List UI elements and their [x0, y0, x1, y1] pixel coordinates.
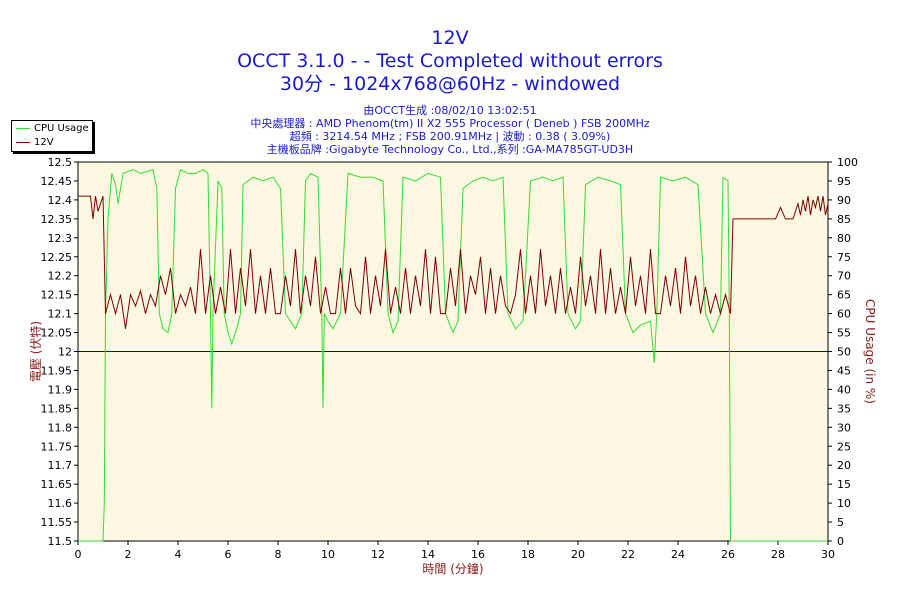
x-tick-label: 6 — [225, 548, 232, 561]
legend-item-12v: 12V — [12, 136, 92, 149]
x-tick-label: 24 — [671, 548, 685, 561]
legend-swatch-cpu-usage — [16, 128, 30, 129]
y-left-tick-label: 11.8 — [48, 421, 73, 434]
y-left-tick-label: 11.6 — [48, 497, 73, 510]
x-tick-label: 28 — [771, 548, 785, 561]
y-left-tick-label: 11.7 — [48, 459, 73, 472]
legend-label-cpu-usage: CPU Usage — [34, 123, 89, 134]
y-right-tick-label: 5 — [837, 516, 844, 529]
x-tick-label: 4 — [175, 548, 182, 561]
y-left-tick-label: 12.45 — [41, 175, 73, 188]
y-right-tick-label: 25 — [837, 440, 851, 453]
y-right-tick-label: 60 — [837, 308, 851, 321]
chart-title: 12V — [431, 27, 469, 49]
y-left-tick-label: 12 — [58, 346, 72, 359]
x-tick-label: 30 — [821, 548, 835, 561]
x-tick-label: 26 — [721, 548, 735, 561]
x-tick-label: 14 — [421, 548, 435, 561]
x-tick-label: 18 — [521, 548, 535, 561]
y-left-tick-label: 11.85 — [41, 402, 73, 415]
y-left-tick-label: 12.25 — [41, 251, 73, 264]
chart-test-settings: 30分 - 1024x768@60Hz - windowed — [279, 73, 621, 95]
y-right-tick-label: 85 — [837, 213, 851, 226]
y-right-tick-label: 15 — [837, 478, 851, 491]
info-generated: 由OCCT生成 :08/02/10 13:02:51 — [363, 104, 537, 117]
y-right-tick-label: 100 — [837, 156, 858, 169]
x-tick-label: 12 — [371, 548, 385, 561]
x-tick-label: 0 — [75, 548, 82, 561]
y-left-tick-label: 12.5 — [48, 156, 73, 169]
y-left-tick-label: 12.05 — [41, 327, 73, 340]
info-clock: 超頻 : 3214.54 MHz ; FSB 200.91MHz | 波動 : … — [289, 130, 611, 143]
legend-label-12v: 12V — [34, 137, 54, 148]
y-left-axis-title: 電壓 (伏特) — [28, 321, 43, 382]
y-right-tick-label: 80 — [837, 232, 851, 245]
y-left-tick-label: 12.15 — [41, 289, 73, 302]
x-tick-label: 20 — [571, 548, 585, 561]
legend-swatch-12v — [16, 142, 30, 143]
y-left-tick-label: 11.5 — [48, 535, 73, 548]
info-cpu: 中央處理器 : AMD Phenom(tm) II X2 555 Process… — [250, 117, 650, 130]
series-line-cpu-usage — [78, 168, 828, 542]
y-left-tick-label: 12.35 — [41, 213, 73, 226]
chart-subtitle: OCCT 3.1.0 - - Test Completed without er… — [237, 50, 663, 72]
x-tick-label: 10 — [321, 548, 335, 561]
x-axis-title: 時間 (分鐘) — [422, 561, 483, 576]
y-right-tick-label: 0 — [837, 535, 844, 548]
y-left-tick-label: 12.4 — [48, 194, 73, 207]
y-right-tick-label: 30 — [837, 421, 851, 434]
y-right-tick-label: 95 — [837, 175, 851, 188]
info-motherboard: 主機板品牌 :Gigabyte Technology Co., Ltd.,系列 … — [266, 143, 634, 156]
y-left-tick-label: 12.3 — [48, 232, 73, 245]
y-right-tick-label: 70 — [837, 270, 851, 283]
x-tick-label: 22 — [621, 548, 635, 561]
x-tick-label: 2 — [125, 548, 132, 561]
y-left-tick-label: 11.55 — [41, 516, 73, 529]
y-right-tick-label: 45 — [837, 364, 851, 377]
legend-item-cpu-usage: CPU Usage — [12, 122, 92, 135]
x-tick-label: 8 — [275, 548, 282, 561]
y-right-tick-label: 50 — [837, 346, 851, 359]
x-tick-label: 16 — [471, 548, 485, 561]
y-left-tick-label: 11.95 — [41, 364, 73, 377]
y-right-tick-label: 20 — [837, 459, 851, 472]
y-right-tick-label: 10 — [837, 497, 851, 510]
y-right-tick-label: 90 — [837, 194, 851, 207]
y-left-tick-label: 12.2 — [48, 270, 73, 283]
y-left-tick-label: 11.9 — [48, 383, 73, 396]
y-left-tick-label: 11.65 — [41, 478, 73, 491]
y-left-tick-label: 12.1 — [48, 308, 73, 321]
y-right-tick-label: 75 — [837, 251, 851, 264]
y-right-tick-label: 65 — [837, 289, 851, 302]
legend: CPU Usage 12V — [11, 120, 93, 152]
y-right-axis-title: CPU Usage (in %) — [863, 299, 877, 404]
y-left-tick-label: 11.75 — [41, 440, 73, 453]
y-right-tick-label: 55 — [837, 327, 851, 340]
y-right-tick-label: 35 — [837, 402, 851, 415]
y-right-tick-label: 40 — [837, 383, 851, 396]
series-line-12v — [78, 195, 829, 329]
